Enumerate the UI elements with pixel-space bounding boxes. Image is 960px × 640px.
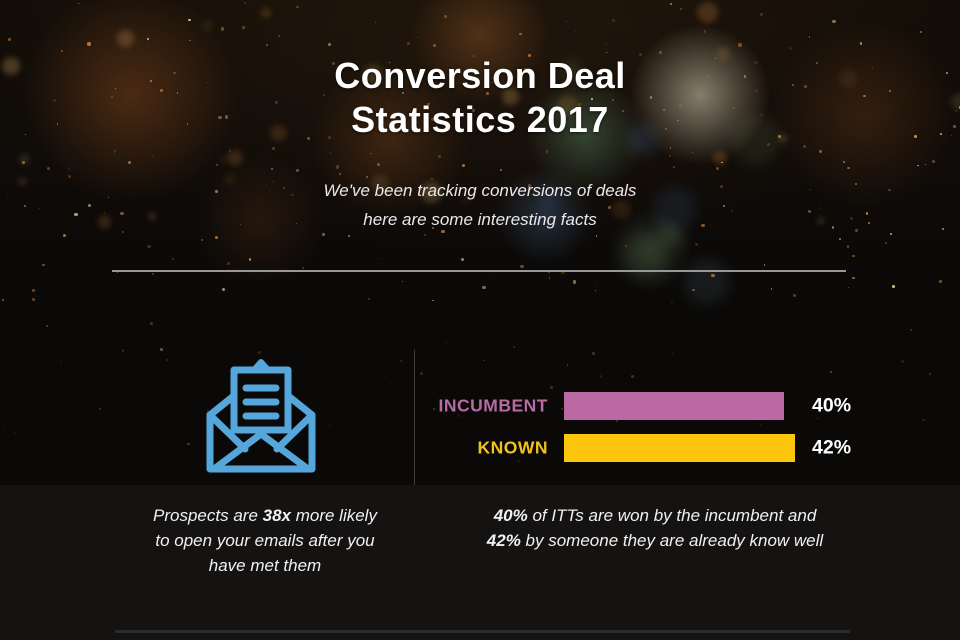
bar — [564, 392, 784, 420]
bar-value: 40% — [812, 394, 852, 417]
caption-text: of ITTs are won by the incumbent and — [527, 506, 817, 525]
right-fact-caption: 40% of ITTs are won by the incumbent and… — [430, 503, 880, 553]
caption-text: more likely — [291, 506, 377, 525]
envelope-front-flap — [210, 430, 312, 473]
chart-row: INCUMBENT 40% — [420, 392, 860, 420]
caption-panel — [0, 485, 960, 640]
top-divider — [112, 270, 846, 272]
caption-text: Prospects are — [153, 506, 263, 525]
caption-highlight: 38x — [262, 506, 291, 525]
caption-text: have met them — [208, 556, 322, 575]
vertical-divider — [414, 350, 415, 585]
caption-highlight: 42% — [486, 531, 521, 550]
chart-row: KNOWN 42% — [420, 434, 860, 462]
caption-text: to open your emails after you — [155, 531, 375, 550]
bar-label: KNOWN — [477, 437, 548, 458]
page-title-line2: Statistics 2017 — [351, 99, 609, 140]
open-envelope-letter-icon — [206, 359, 316, 473]
caption-highlight: 40% — [493, 506, 528, 525]
envelope-side-folds — [206, 411, 316, 453]
page-subtitle: We've been tracking conversions of deals… — [0, 176, 960, 234]
letter-text-lines — [242, 384, 280, 420]
page-subtitle-line1: We've been tracking conversions of deals — [323, 181, 637, 200]
left-fact-caption: Prospects are 38x more likely to open yo… — [110, 503, 420, 578]
caption-text: by someone they are already know well — [520, 531, 824, 550]
page-title: Conversion Deal Statistics 2017 — [0, 54, 960, 142]
bar-label: INCUMBENT — [438, 395, 548, 416]
bar — [564, 434, 795, 462]
bottom-divider — [115, 630, 850, 633]
bar-value: 42% — [812, 436, 852, 459]
page-subtitle-line2: here are some interesting facts — [363, 210, 597, 229]
page-title-line1: Conversion Deal — [334, 55, 626, 96]
